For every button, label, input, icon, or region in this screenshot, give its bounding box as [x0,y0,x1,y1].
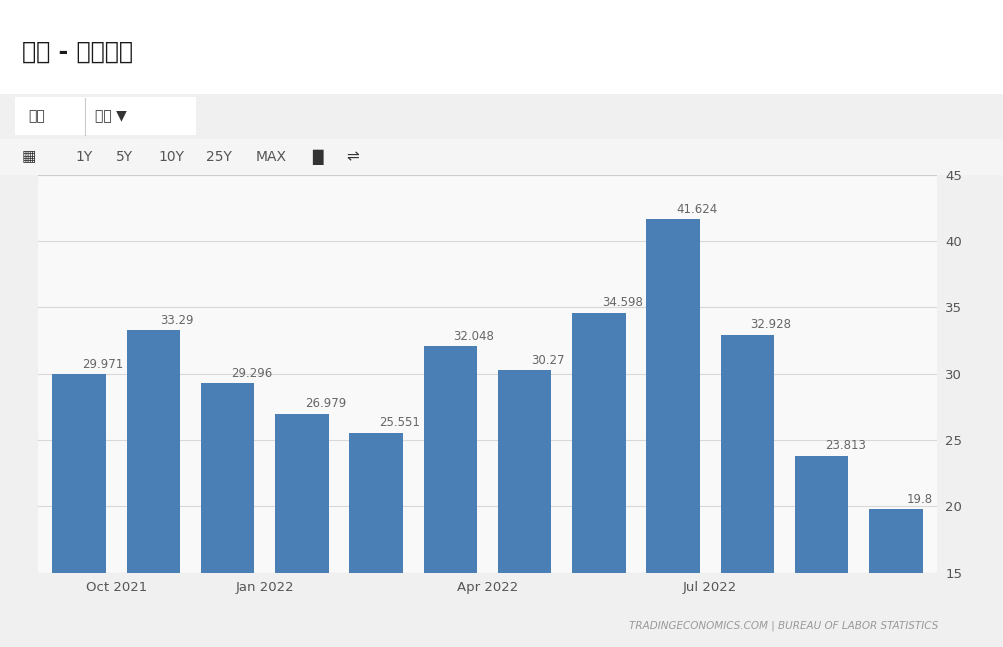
Text: 29.971: 29.971 [82,358,123,371]
Text: 41.624: 41.624 [676,203,717,216]
Bar [572,313,625,647]
Text: ▐▌: ▐▌ [306,149,329,164]
Bar [646,219,699,647]
Text: 10Y: 10Y [158,150,185,164]
Text: 32.048: 32.048 [453,330,494,343]
Bar [794,455,848,647]
Text: 25Y: 25Y [206,150,232,164]
Bar [423,347,476,647]
Text: 1Y: 1Y [75,150,92,164]
Bar [720,334,773,647]
Text: 23.813: 23.813 [824,439,865,452]
Text: 30.27: 30.27 [531,354,565,367]
FancyBboxPatch shape [15,98,196,135]
Bar [497,370,551,647]
Text: 19.8: 19.8 [906,492,932,505]
Text: TRADINGECONOMICS.COM | BUREAU OF LABOR STATISTICS: TRADINGECONOMICS.COM | BUREAU OF LABOR S… [629,620,938,631]
Text: 下载 ▼: 下载 ▼ [95,109,127,124]
Text: ⇌: ⇌ [346,149,359,164]
Text: 29.296: 29.296 [231,367,272,380]
Bar [201,383,254,647]
Text: 32.928: 32.928 [750,318,790,331]
Bar [869,509,922,647]
Text: 摘要: 摘要 [28,109,45,124]
Text: 美国 - 能源通胀: 美国 - 能源通胀 [22,39,133,63]
Bar [126,330,180,647]
Bar [275,413,328,647]
Text: 34.598: 34.598 [602,296,642,309]
Bar [52,374,105,647]
Text: 26.979: 26.979 [305,397,346,410]
Text: MAX: MAX [256,150,287,164]
Text: 33.29: 33.29 [160,314,194,327]
Text: ▦: ▦ [22,149,36,164]
Text: 25.551: 25.551 [379,416,420,430]
Text: 5Y: 5Y [115,150,132,164]
Bar [349,433,402,647]
